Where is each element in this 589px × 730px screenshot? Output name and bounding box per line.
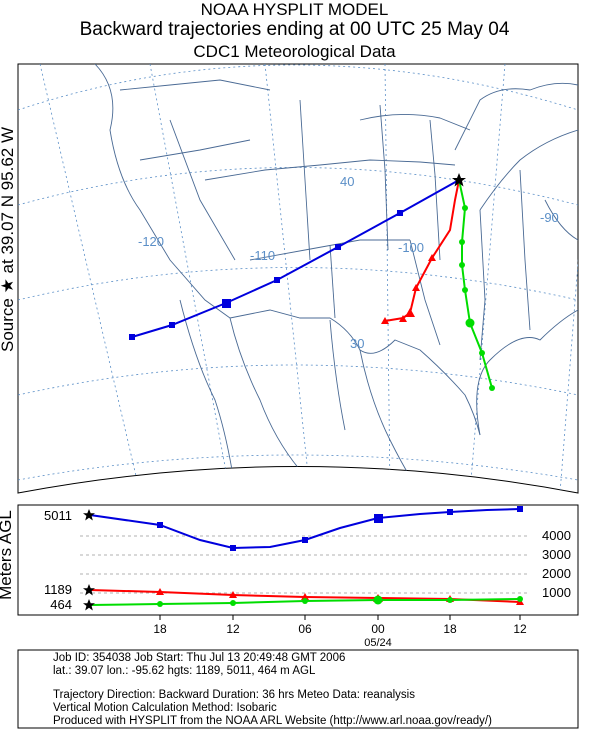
height-tick-3000: 3000 [542,547,571,562]
map-frame [17,63,579,494]
footer-job: Job ID: 354038 Job Start: Thu Jul 13 20:… [53,652,346,664]
map-markers [129,205,495,391]
source-star-1189 [83,584,95,596]
height-tick-2000: 2000 [542,566,571,581]
source-star-464 [83,599,95,611]
time-tick-4: 18 [443,622,457,636]
lon-label-90: -90 [540,210,559,225]
meteo-title: CDC1 Meteorological Data [193,42,396,61]
lon-label-120: -120 [138,234,164,249]
state-borders [94,64,578,493]
footer-produced: Produced with HYSPLIT from the NOAA ARL … [53,715,492,727]
map-trajectories [131,179,493,389]
time-tick-2: 06 [298,622,312,636]
height-tick-4000: 4000 [542,528,571,543]
start-height-464: 464 [50,597,72,612]
source-star-map [452,173,466,187]
time-tick-1: 12 [226,622,240,636]
lat-label-40: 40 [340,174,354,189]
date-label: 05/24 [364,637,392,649]
source-star-5011 [83,509,95,521]
source-stars-vertical [83,509,95,611]
blue-height-line [89,508,521,550]
time-tick-labels: 18 12 06 00 18 12 05/24 [153,622,527,649]
height-tick-1000: 1000 [542,585,571,600]
start-height-labels: 5011 1189 464 [44,508,72,612]
model-title: NOAA HYSPLIT MODEL [200,0,389,19]
lon-label-110: -110 [250,248,275,263]
footer-location: lat.: 39.07 lon.: -95.62 hgts: 1189, 501… [53,665,316,677]
time-tick-0: 18 [153,622,167,636]
vertical-frame [17,504,579,616]
green-trajectory [458,179,493,389]
time-tick-5: 12 [513,622,527,636]
lat-label-30: 30 [350,336,364,351]
footer-box [17,649,579,729]
footer-vertical-method: Vertical Motion Calculation Method: Isob… [53,702,277,714]
start-height-1189: 1189 [44,582,72,597]
start-height-5011: 5011 [44,508,72,523]
footer-direction: Trajectory Direction: Backward Duration:… [53,689,415,701]
trajectory-title: Backward trajectories ending at 00 UTC 2… [79,19,510,40]
right-height-ticks: 4000 3000 2000 1000 [542,528,571,600]
vertical-lines [89,508,521,606]
time-ticks [159,615,521,620]
vertical-markers [156,506,524,607]
time-tick-3: 00 [371,622,385,636]
vertical-gridlines [80,535,530,594]
graticule [18,64,578,493]
lon-label-100: -100 [398,240,424,255]
lon-lat-labels: -120 -110 -100 -90 40 30 [138,174,559,351]
